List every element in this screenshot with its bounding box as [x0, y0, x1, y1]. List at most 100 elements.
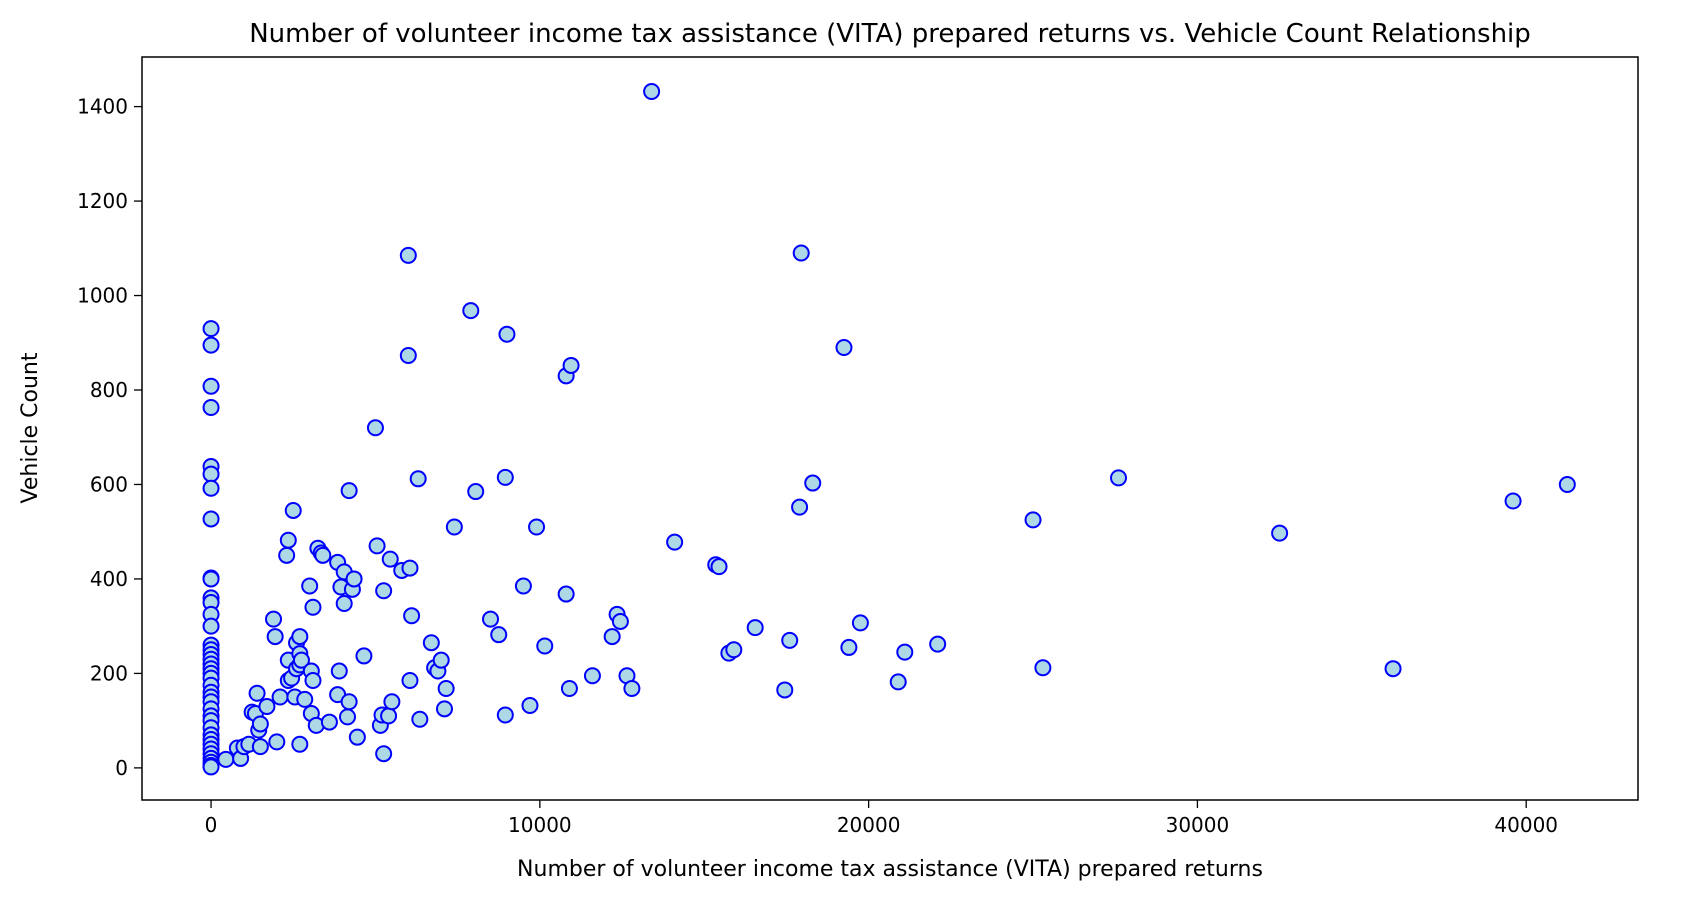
scatter-point	[265, 610, 283, 628]
scatter-point	[202, 570, 220, 588]
y-axis: 0 200 400 600 800 1000 1200 1400	[77, 95, 142, 780]
scatter-point	[496, 468, 514, 486]
scatter-point	[603, 628, 621, 646]
scatter-point	[304, 671, 322, 689]
scatter-point	[380, 707, 398, 725]
scatter-point	[432, 651, 450, 669]
y-tick-label: 1000	[77, 284, 128, 308]
y-tick-label: 400	[90, 567, 128, 591]
scatter-point	[840, 638, 858, 656]
scatter-point	[296, 690, 314, 708]
scatter-point	[348, 728, 366, 746]
y-tick-label: 1400	[77, 95, 128, 119]
scatter-point	[340, 693, 358, 711]
scatter-point	[366, 419, 384, 437]
scatter-point	[896, 643, 914, 661]
x-tick-label: 0	[205, 813, 218, 837]
scatter-point	[278, 546, 296, 564]
scatter-point	[514, 577, 532, 595]
scatter-point	[435, 700, 453, 718]
scatter-point	[560, 680, 578, 698]
chart-title: Number of volunteer income tax assistanc…	[249, 19, 1531, 49]
scatter-point	[791, 498, 809, 516]
scatter-point	[330, 662, 348, 680]
scatter-point	[202, 377, 220, 395]
scatter-point	[528, 518, 546, 536]
y-axis-label: Vehicle Count	[18, 352, 43, 503]
scatter-point	[496, 706, 514, 724]
scatter-point	[292, 651, 310, 669]
scatter-point	[409, 470, 427, 488]
scatter-point	[482, 610, 500, 628]
x-tick-label: 20000	[837, 813, 901, 837]
scatter-point	[355, 647, 373, 665]
scatter-point	[746, 619, 764, 637]
scatter-point	[258, 697, 276, 715]
scatter-point	[889, 673, 907, 691]
scatter-point	[271, 688, 289, 706]
scatter-point	[202, 336, 220, 354]
scatter-point	[338, 708, 356, 726]
y-tick-label: 1200	[77, 189, 128, 213]
scatter-point	[399, 347, 417, 365]
scatter-point	[467, 483, 485, 501]
y-tick-label: 800	[90, 378, 128, 402]
scatter-point	[611, 612, 629, 630]
scatter-point	[202, 617, 220, 635]
scatter-point	[314, 546, 332, 564]
scatter-point	[725, 641, 743, 659]
scatter-point	[804, 474, 822, 492]
scatter-point	[248, 684, 266, 702]
scatter-point	[536, 637, 554, 655]
scatter-point	[781, 631, 799, 649]
scatter-point	[557, 585, 575, 603]
scatter-point	[266, 628, 284, 646]
scatter-point	[583, 667, 601, 685]
scatter-point	[623, 680, 641, 698]
data-points	[202, 82, 1576, 776]
scatter-point	[279, 531, 297, 549]
plot-area	[141, 56, 1639, 801]
scatter-point	[1558, 475, 1576, 493]
scatter-point	[217, 750, 235, 768]
scatter-point	[498, 325, 516, 343]
scatter-point	[445, 518, 463, 536]
scatter-point	[320, 713, 338, 731]
scatter-point	[401, 671, 419, 689]
scatter-point	[251, 715, 269, 733]
scatter-point	[643, 82, 661, 100]
scatter-point	[202, 398, 220, 416]
scatter-point	[345, 570, 363, 588]
scatter-point	[792, 244, 810, 262]
scatter-point	[403, 607, 421, 625]
x-tick-label: 30000	[1166, 813, 1230, 837]
scatter-point	[1271, 524, 1289, 542]
scatter-point	[666, 533, 684, 551]
scatter-point	[399, 246, 417, 264]
scatter-point	[437, 680, 455, 698]
scatter-point	[1034, 659, 1052, 677]
scatter-point	[521, 697, 539, 715]
scatter-point	[401, 559, 419, 577]
scatter-point	[851, 614, 869, 632]
x-tick-label: 10000	[508, 813, 572, 837]
scatter-point	[381, 550, 399, 568]
scatter-point	[462, 302, 480, 320]
scatter-point	[490, 626, 508, 644]
x-axis-label: Number of volunteer income tax assistanc…	[517, 857, 1263, 882]
scatter-point	[1504, 492, 1522, 510]
scatter-point	[304, 598, 322, 616]
y-tick-label: 0	[115, 756, 128, 780]
scatter-point	[929, 635, 947, 653]
x-tick-label: 40000	[1494, 813, 1558, 837]
scatter-point	[375, 745, 393, 763]
scatter-point	[776, 681, 794, 699]
scatter-point	[411, 710, 429, 728]
scatter-point	[301, 577, 319, 595]
scatter-point	[1384, 660, 1402, 678]
scatter-point	[1110, 469, 1128, 487]
scatter-point	[562, 356, 580, 374]
scatter-point	[284, 501, 302, 519]
y-tick-label: 600	[90, 472, 128, 496]
scatter-point	[335, 595, 353, 613]
